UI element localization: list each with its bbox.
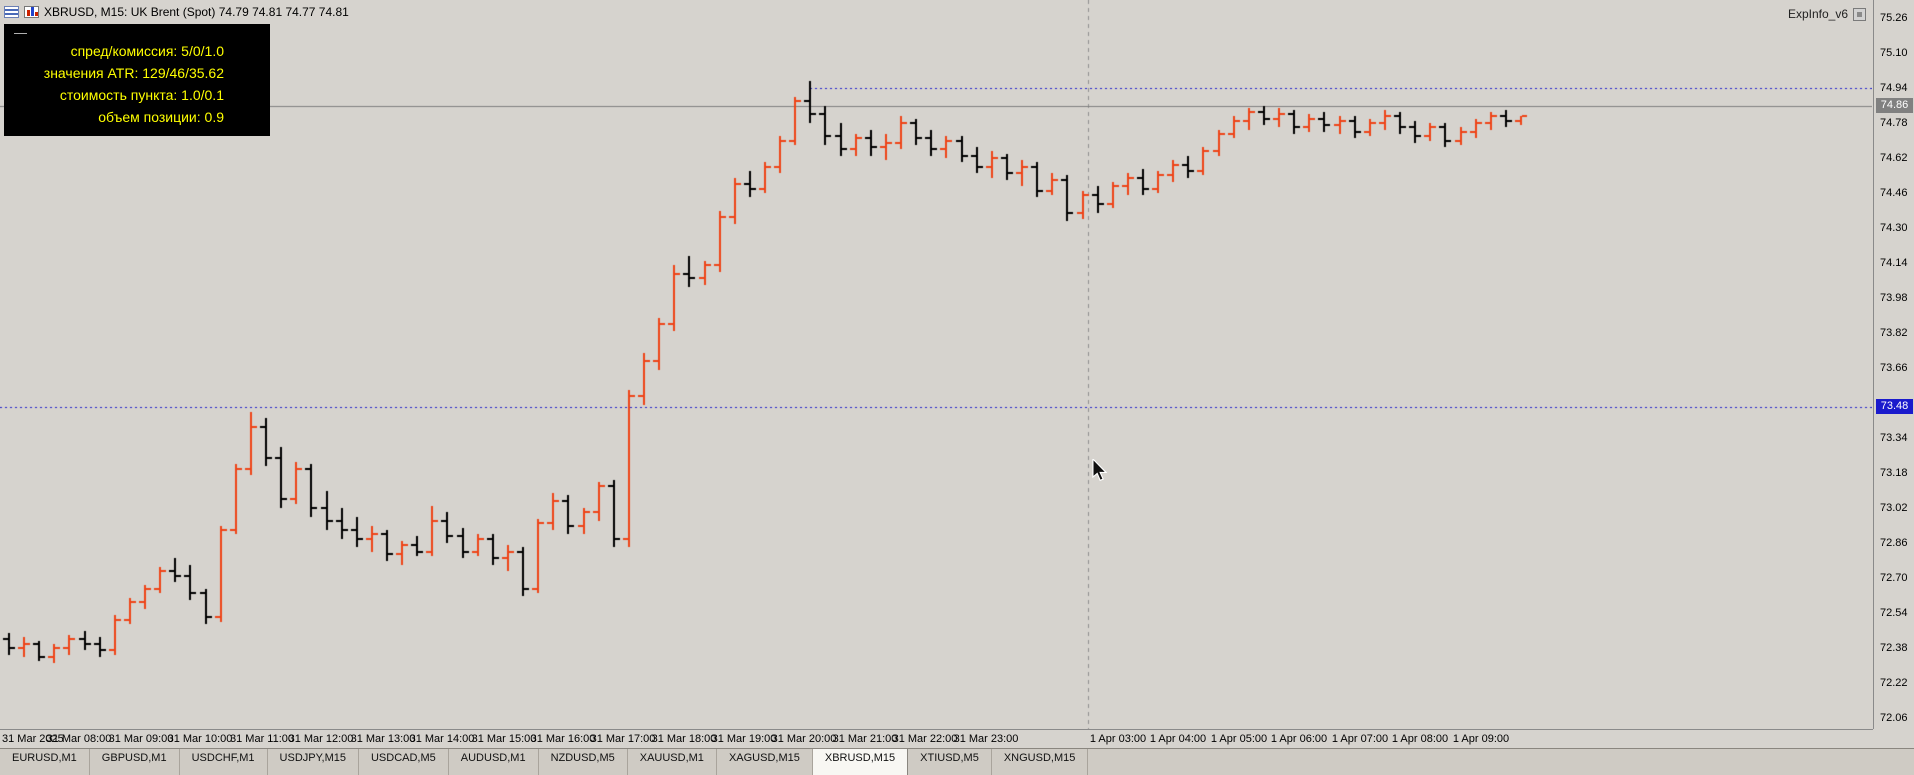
price-axis-label: 72.86 [1880, 537, 1908, 549]
expert-advisor-icon[interactable] [1853, 7, 1866, 21]
indicator-info-panel: — спред/комиссия: 5/0/1.0 значения ATR: … [4, 24, 270, 136]
time-axis-label: 31 Mar 15:00 [471, 733, 537, 745]
chart-tab-usdchf-m1[interactable]: USDCHF,M1 [180, 749, 268, 775]
price-axis-label: 73.02 [1880, 502, 1908, 514]
expert-advisor-name: ExpInfo_v6 [1787, 7, 1848, 21]
price-axis-label: 73.18 [1880, 467, 1908, 479]
price-axis-label: 75.10 [1880, 47, 1908, 59]
time-axis-label: 1 Apr 09:00 [1452, 733, 1510, 745]
price-axis-label: 72.54 [1880, 607, 1908, 619]
atr-values-line: значения ATR: 129/46/35.62 [43, 65, 224, 81]
chart-tab-xtiusd-m5[interactable]: XTIUSD,M5 [908, 749, 992, 775]
time-axis-label: 31 Mar 17:00 [590, 733, 656, 745]
price-axis-label: 74.46 [1880, 187, 1908, 199]
current-price-marker: 74.86 [1876, 97, 1913, 113]
price-axis-label: 72.22 [1880, 677, 1908, 689]
price-axis-label: 74.62 [1880, 152, 1908, 164]
chart-tab-audusd-m1[interactable]: AUDUSD,M1 [449, 749, 539, 775]
chart-title-bar: XBRUSD, M15: UK Brent (Spot) 74.79 74.81… [4, 4, 349, 20]
time-axis-label: 31 Mar 16:00 [530, 733, 596, 745]
chart-tab-usdjpy-m15[interactable]: USDJPY,M15 [268, 749, 359, 775]
price-axis-label: 72.06 [1880, 712, 1908, 724]
price-axis[interactable]: 74.86 73.48 75.26 75.10 74.94 74.78 74.62 74.… [1873, 0, 1914, 729]
price-axis-label: 74.78 [1880, 117, 1908, 129]
price-axis-label: 74.30 [1880, 222, 1908, 234]
time-axis-label: 31 Mar 14:00 [409, 733, 475, 745]
time-axis-label: 1 Apr 07:00 [1331, 733, 1389, 745]
chart-tab-xbrusd-m15[interactable]: XBRUSD,M15 [812, 749, 909, 775]
time-axis-label: 31 Mar 21:00 [832, 733, 898, 745]
price-axis-label: 73.34 [1880, 432, 1908, 444]
price-axis-label: 72.70 [1880, 572, 1908, 584]
price-axis-label: 73.82 [1880, 327, 1908, 339]
expert-advisor-badge: ExpInfo_v6 [1788, 7, 1866, 21]
time-axis-label: 31 Mar 08:00 [46, 733, 112, 745]
chart-title: XBRUSD, M15: UK Brent (Spot) 74.79 74.81… [44, 5, 349, 19]
time-axis-label: 31 Mar 09:00 [108, 733, 174, 745]
chart-tab-nzdusd-m5[interactable]: NZDUSD,M5 [539, 749, 628, 775]
time-axis[interactable]: 31 Mar 2025 31 Mar 08:00 31 Mar 09:00 31 Ma… [0, 729, 1873, 749]
time-axis-label: 1 Apr 06:00 [1270, 733, 1328, 745]
time-axis-label: 31 Mar 11:00 [229, 733, 295, 745]
spread-commission-line: спред/комиссия: 5/0/1.0 [70, 43, 224, 59]
time-axis-label: 1 Apr 08:00 [1391, 733, 1449, 745]
chart-tab-xagusd-m15[interactable]: XAGUSD,M15 [717, 749, 813, 775]
time-axis-label: 31 Mar 13:00 [350, 733, 416, 745]
time-axis-label: 31 Mar 10:00 [167, 733, 233, 745]
time-axis-label: 1 Apr 04:00 [1149, 733, 1207, 745]
price-axis-label: 73.66 [1880, 362, 1908, 374]
chart-type-icon[interactable] [24, 6, 39, 18]
time-axis-label: 31 Mar 18:00 [651, 733, 717, 745]
price-chart-plot-area[interactable] [0, 0, 1872, 729]
position-volume-line: объем позиции: 0.9 [98, 109, 224, 125]
symbol-list-icon[interactable] [4, 6, 19, 18]
time-axis-label: 31 Mar 12:00 [288, 733, 354, 745]
chart-tab-eurusd-m1[interactable]: EURUSD,M1 [0, 749, 90, 775]
time-axis-label: 1 Apr 05:00 [1210, 733, 1268, 745]
chart-tab-usdcad-m5[interactable]: USDCAD,M5 [359, 749, 449, 775]
time-axis-label: 31 Mar 2025 [2, 733, 64, 745]
indicator-collapse-button[interactable]: — [14, 25, 27, 40]
chart-tab-xauusd-m1[interactable]: XAUUSD,M1 [628, 749, 717, 775]
price-axis-label: 74.14 [1880, 257, 1908, 269]
time-axis-label: 31 Mar 23:00 [953, 733, 1019, 745]
price-axis-label: 73.98 [1880, 292, 1908, 304]
point-value-line: стоимость пункта: 1.0/0.1 [59, 87, 224, 103]
time-axis-label: 31 Mar 22:00 [892, 733, 958, 745]
pending-order-price-marker: 73.48 [1876, 399, 1913, 415]
chart-tab-gbpusd-m1[interactable]: GBPUSD,M1 [90, 749, 180, 775]
time-axis-label: 31 Mar 19:00 [711, 733, 777, 745]
price-axis-label: 72.38 [1880, 642, 1908, 654]
price-axis-label: 75.26 [1880, 12, 1908, 24]
chart-tabs-bar: EURUSD,M1 GBPUSD,M1 USDCHF,M1 USDJPY,M15 USD… [0, 748, 1914, 775]
price-axis-label: 74.94 [1880, 82, 1908, 94]
chart-tab-xngusd-m15[interactable]: XNGUSD,M15 [992, 749, 1089, 775]
time-axis-label: 31 Mar 20:00 [771, 733, 837, 745]
time-axis-label: 1 Apr 03:00 [1089, 733, 1147, 745]
